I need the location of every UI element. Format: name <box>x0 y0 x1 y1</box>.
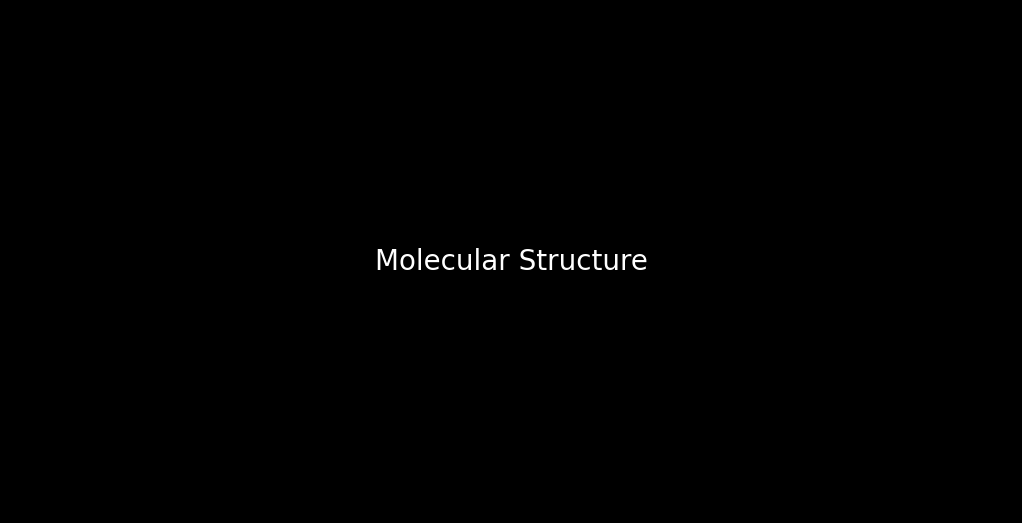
Text: Molecular Structure: Molecular Structure <box>374 247 648 276</box>
